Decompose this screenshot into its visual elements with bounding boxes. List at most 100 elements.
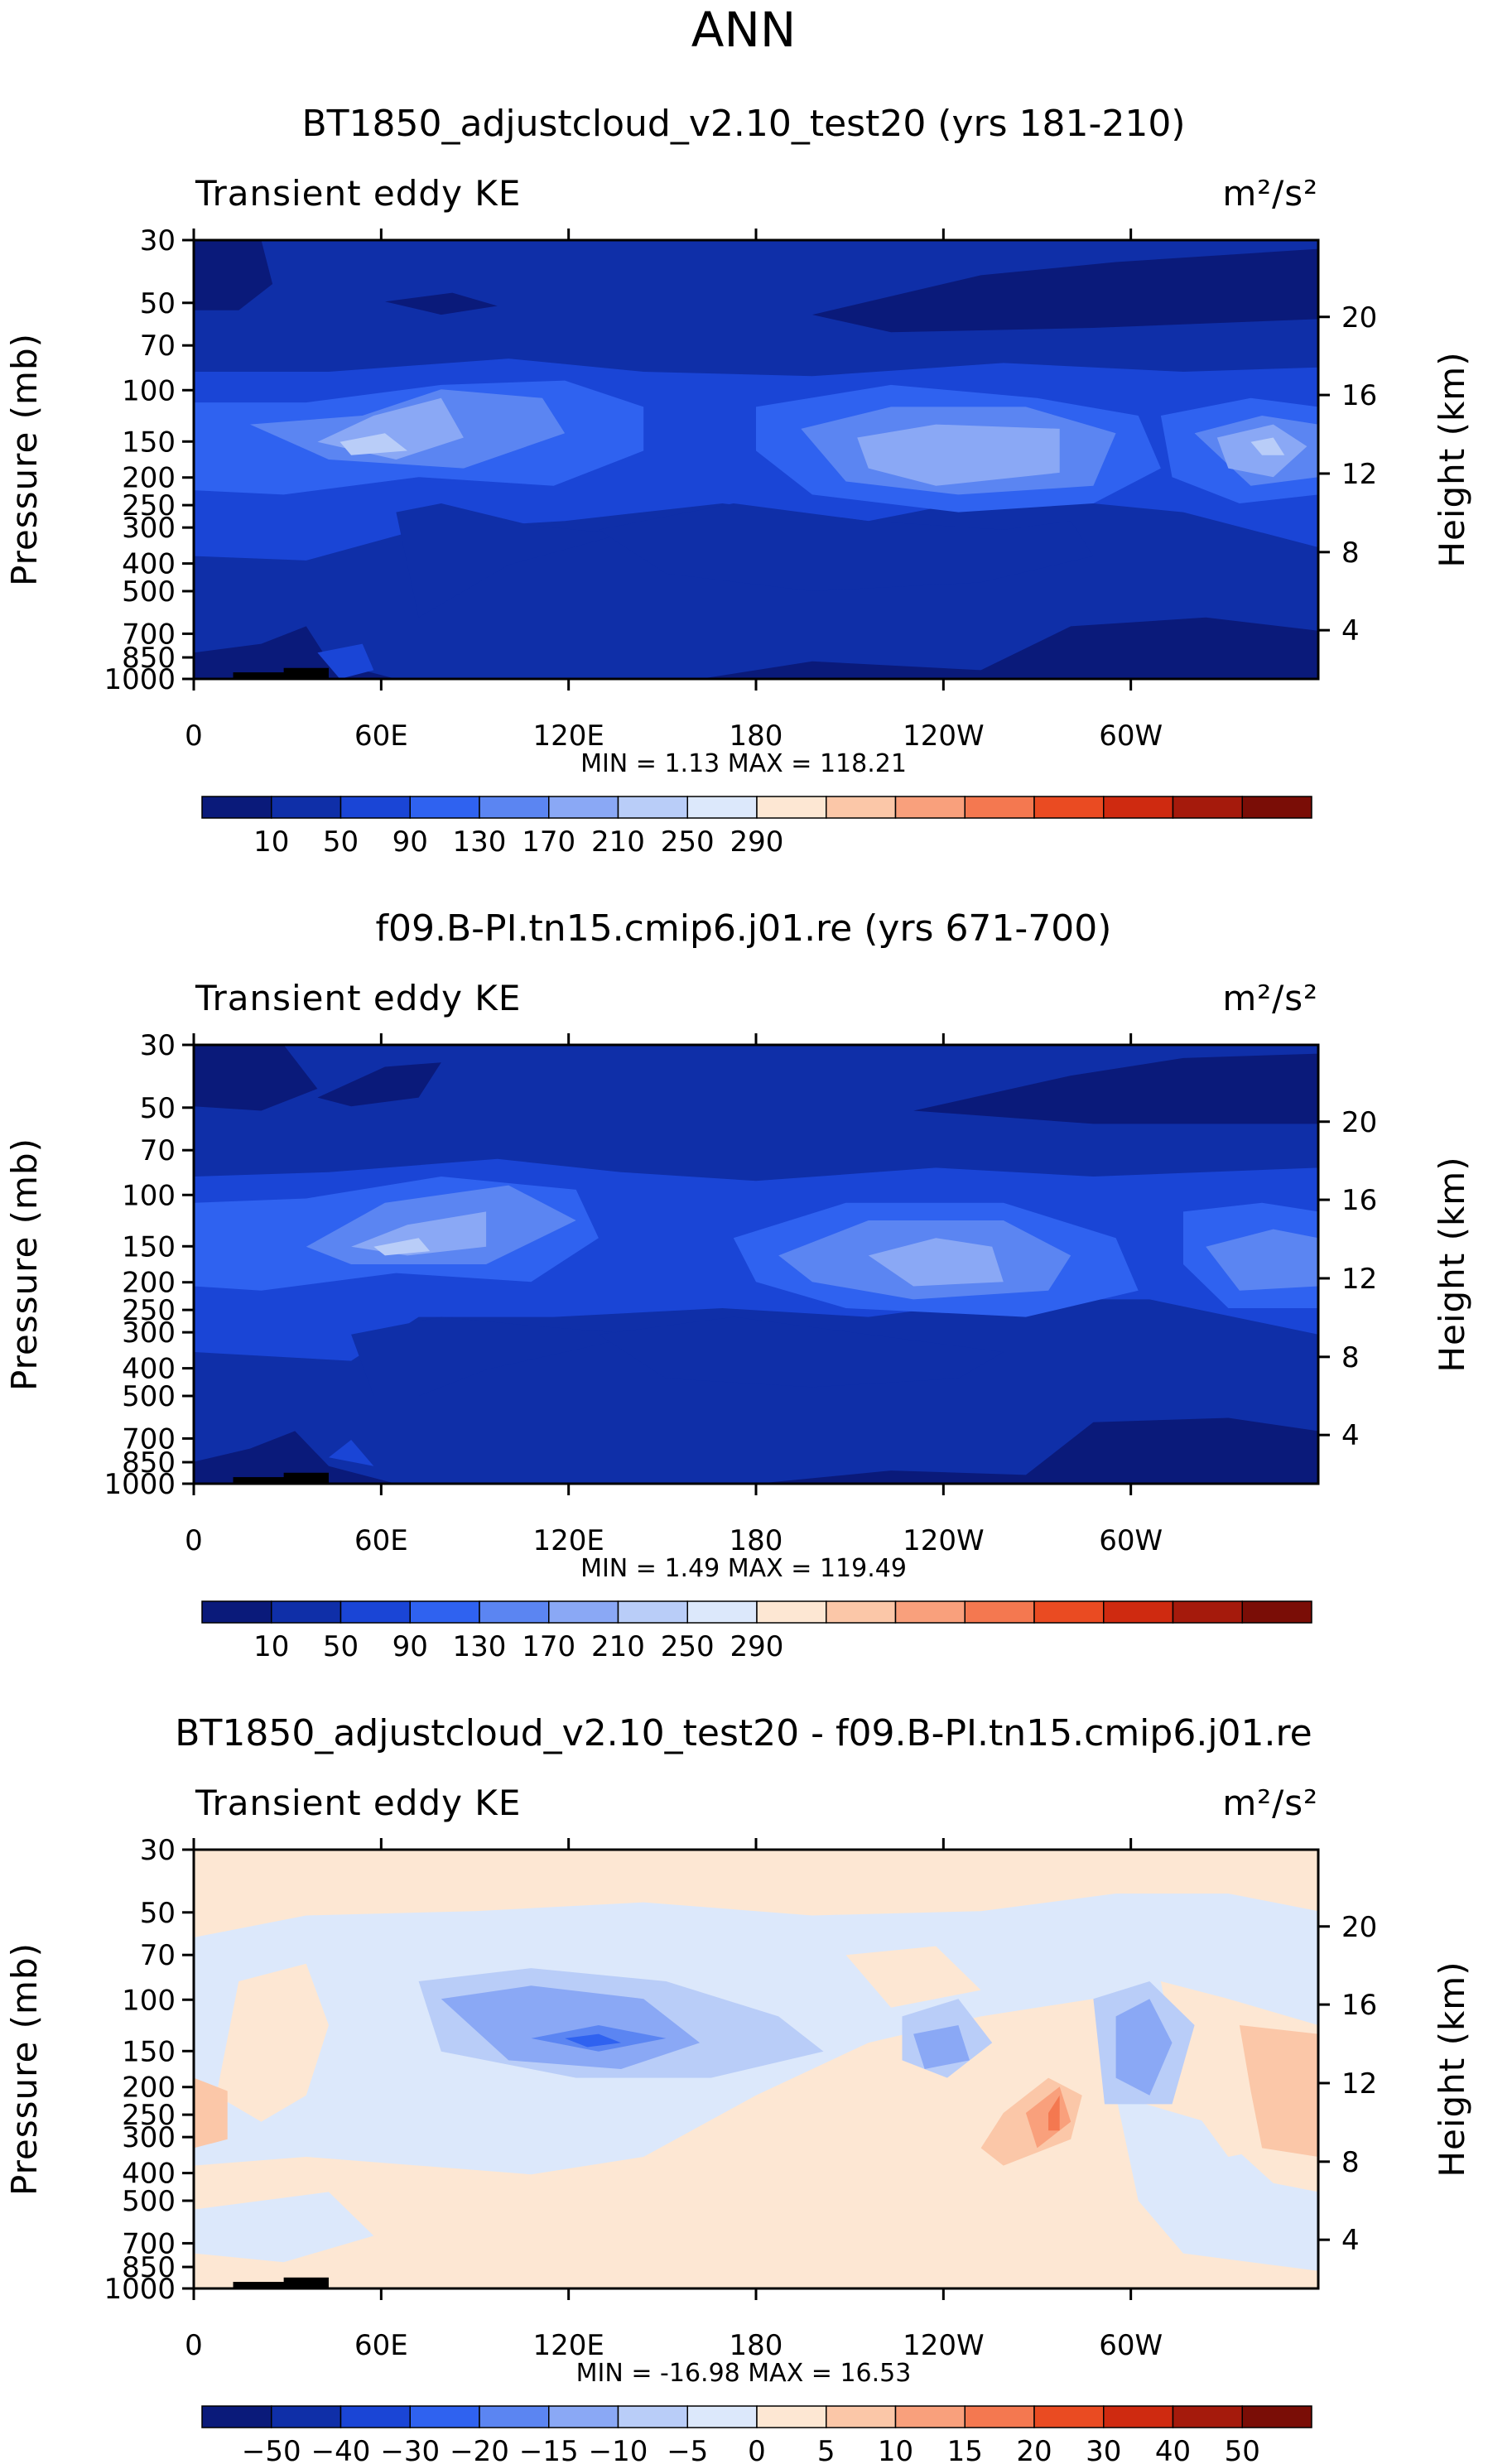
colorbar-swatch — [409, 2405, 480, 2428]
colorbar-label: 0 — [748, 2435, 766, 2464]
y-tick-label: 500 — [122, 2185, 176, 2218]
colorbar-swatch — [1241, 1600, 1312, 1624]
y-tick-label: 50 — [140, 287, 176, 320]
colorbar-swatch — [617, 2405, 688, 2428]
contour-region — [351, 1211, 487, 1256]
colorbar-label: 90 — [392, 825, 428, 859]
colorbar-swatch — [1241, 2405, 1312, 2428]
height-tick-label: 8 — [1341, 1341, 1360, 1374]
colorbar-label: −10 — [589, 2435, 648, 2464]
contour-field — [194, 240, 1318, 679]
height-tick-label: 20 — [1341, 301, 1377, 334]
height-tick-label: 20 — [1341, 1106, 1377, 1139]
colorbar: 10 50 90 130 170 210 250 290 — [201, 796, 1312, 859]
colorbar-swatch — [686, 796, 758, 819]
y-tick-label: 850 — [122, 642, 176, 675]
colorbar-swatch — [686, 2405, 758, 2428]
y-tick-label: 30 — [140, 224, 176, 257]
panel-title: BT1850_adjustcloud_v2.10_test20 - f09.B-… — [175, 1712, 1312, 1754]
height-tick-label: 4 — [1341, 1419, 1360, 1452]
colorbar-swatch — [617, 796, 688, 819]
contour-field — [194, 1045, 1318, 1484]
colorbar-swatch — [1241, 796, 1312, 819]
height-tick-label: 16 — [1341, 379, 1377, 412]
colorbar: −50 −40 −30 −20 −15 −10 −5 0 5 10 15 20 30 40 50 — [201, 2405, 1312, 2464]
chart-panel: 3050701001502002503004005007008501000201… — [4, 103, 1472, 859]
height-tick-label: 16 — [1341, 1989, 1377, 2022]
contour-region — [194, 1431, 397, 1484]
terrain-mask — [283, 1472, 329, 1484]
colorbar-swatch — [964, 1600, 1035, 1624]
variable-label: Transient eddy KE — [195, 173, 521, 214]
colorbar-label: 50 — [323, 1630, 359, 1663]
colorbar-label: −40 — [311, 2435, 371, 2464]
y-tick-label: 1000 — [104, 2273, 176, 2306]
height-tick-label: 12 — [1341, 2067, 1377, 2101]
colorbar-swatch — [894, 2405, 966, 2428]
terrain-mask — [233, 2282, 301, 2288]
terrain-mask — [283, 2277, 329, 2288]
colorbar-swatch — [271, 796, 342, 819]
contour-region — [857, 424, 1060, 486]
terrain-mask — [283, 667, 329, 679]
height-tick-label: 8 — [1341, 2146, 1360, 2179]
contour-region — [700, 617, 1318, 679]
contour-region — [194, 2077, 228, 2149]
colorbar-label: 290 — [730, 825, 784, 859]
contour-region — [1115, 1999, 1173, 2096]
contour-region — [194, 1045, 318, 1111]
colorbar-label: 40 — [1155, 2435, 1191, 2464]
figure-title: ANN — [691, 2, 796, 58]
colorbar-label: 250 — [661, 1630, 715, 1663]
y-tick-label: 400 — [122, 1353, 176, 1386]
colorbar-label: −50 — [242, 2435, 301, 2464]
contour-region — [756, 1417, 1318, 1484]
colorbar-swatch — [894, 796, 966, 819]
y-tick-label: 250 — [122, 2099, 176, 2132]
units-label: m²/s² — [1222, 978, 1318, 1018]
y-tick-label: 50 — [140, 1897, 176, 1930]
y-tick-label: 700 — [122, 1422, 176, 1456]
colorbar-swatch — [1172, 2405, 1243, 2428]
contour-region — [1250, 437, 1285, 455]
contour-region — [913, 1053, 1318, 1124]
terrain-mask — [233, 672, 301, 679]
colorbar-swatch — [271, 1600, 342, 1624]
contour-region — [1239, 2025, 1318, 2157]
min-max-stats: MIN = 1.49 MAX = 119.49 — [580, 1554, 907, 1583]
colorbar-swatch — [201, 796, 272, 819]
contour-region — [811, 248, 1318, 333]
y-tick-label: 850 — [122, 2251, 176, 2284]
contour-region — [565, 2033, 621, 2048]
panel-title: BT1850_adjustcloud_v2.10_test20 (yrs 181… — [301, 103, 1185, 145]
colorbar-label: 170 — [522, 1630, 575, 1663]
colorbar-label: 30 — [1086, 2435, 1121, 2464]
x-tick-label: 60E — [354, 1524, 408, 1557]
colorbar-swatch — [826, 1600, 897, 1624]
x-tick-label: 180 — [730, 719, 783, 753]
x-tick-label: 120W — [903, 2329, 985, 2362]
colorbar-swatch — [756, 2405, 827, 2428]
colorbar-label: 250 — [661, 825, 715, 859]
colorbar-label: 20 — [1016, 2435, 1052, 2464]
y-tick-label: 1000 — [104, 663, 176, 696]
y-tick-label: 700 — [122, 618, 176, 651]
y-tick-label: 30 — [140, 1834, 176, 1867]
colorbar-swatch — [1033, 2405, 1105, 2428]
colorbar-swatch — [1172, 796, 1243, 819]
x-tick-label: 0 — [185, 719, 203, 753]
colorbar-label: 210 — [591, 825, 645, 859]
y-axis-title: Pressure (mb) — [4, 333, 45, 586]
units-label: m²/s² — [1222, 1783, 1318, 1823]
y-tick-label: 250 — [122, 489, 176, 522]
colorbar-swatch — [479, 796, 550, 819]
contour-region — [216, 1963, 329, 2122]
colorbar-swatch — [1033, 1600, 1105, 1624]
contour-region — [373, 1238, 431, 1256]
colorbar-swatch — [339, 1600, 411, 1624]
terrain-mask — [233, 1477, 301, 1484]
x-tick-label: 120E — [532, 2329, 604, 2362]
colorbar-label: 130 — [453, 1630, 507, 1663]
y-tick-label: 400 — [122, 2158, 176, 2191]
